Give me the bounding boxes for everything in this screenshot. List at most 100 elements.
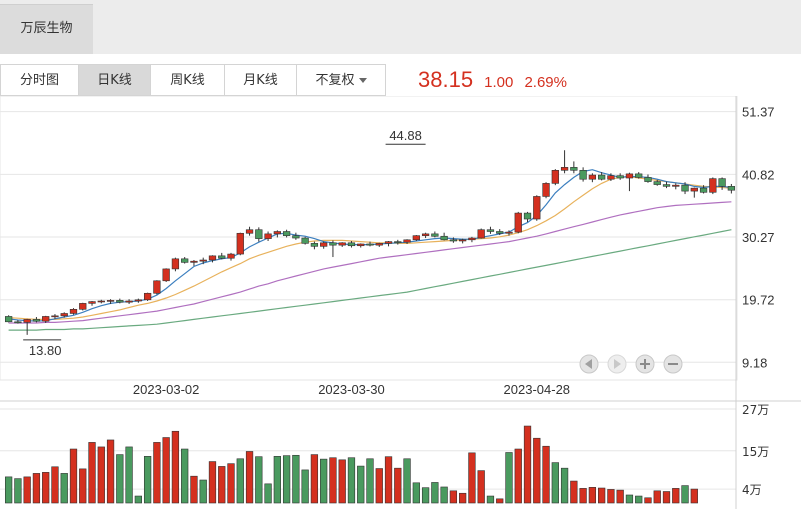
kline-chart: 51.37 40.82 30.27 19.72 9.18 27万 15万 4万 2023-03-…	[0, 96, 801, 509]
candle	[403, 239, 411, 244]
volume-bar	[477, 470, 485, 504]
volume-bar	[273, 456, 281, 504]
volume-bar	[616, 489, 624, 504]
candle	[143, 292, 152, 301]
volume-bar	[588, 487, 597, 504]
volume-bar	[190, 475, 198, 504]
volume-bar	[60, 473, 68, 504]
stock-name-tab[interactable]: 万辰生物	[0, 4, 93, 54]
volume-bar	[338, 459, 346, 504]
high-price-label: 44.88	[389, 128, 422, 143]
candle	[301, 236, 309, 245]
candle	[347, 241, 356, 248]
volume-bar	[644, 497, 652, 504]
candle	[690, 187, 698, 198]
candle	[273, 230, 281, 238]
candle	[727, 183, 736, 194]
candle	[310, 241, 319, 250]
candle	[394, 239, 402, 245]
volume-bar	[412, 482, 420, 504]
volume-bar	[653, 490, 661, 504]
candle	[199, 257, 207, 265]
date-tick-label: 2023-03-30	[318, 382, 385, 397]
candle	[533, 195, 541, 221]
volume-bar	[542, 445, 550, 504]
volume-bar	[579, 488, 587, 504]
volume-bar	[227, 463, 235, 504]
candle	[23, 318, 31, 335]
volume-bar	[570, 480, 578, 504]
volume-bar	[533, 437, 541, 504]
volume-bar	[662, 491, 671, 504]
volume-tick-label: 4万	[742, 483, 762, 497]
candle	[292, 232, 300, 240]
volume-bar	[347, 457, 356, 504]
candle	[653, 179, 661, 186]
candle	[245, 226, 254, 236]
candle	[282, 229, 291, 238]
price-tick-label: 19.72	[742, 293, 775, 308]
volume-bar	[560, 467, 569, 504]
volume-bar	[486, 495, 495, 504]
candle	[412, 235, 420, 241]
volume-bar	[292, 454, 300, 504]
scroll-right-arrow	[614, 359, 621, 369]
candle	[366, 241, 374, 247]
tab-monthly-k[interactable]: 月K线	[224, 64, 296, 96]
volume-bar	[125, 446, 133, 504]
volume-bar	[181, 448, 189, 504]
candle	[264, 231, 272, 241]
candle	[486, 226, 495, 234]
volume-bar	[431, 482, 439, 504]
volume-bar	[282, 455, 291, 504]
last-price: 38.15	[418, 67, 474, 92]
volume-bar	[143, 456, 152, 504]
candle	[625, 172, 634, 192]
volume-bar	[79, 468, 87, 504]
candle	[440, 232, 448, 241]
candle	[384, 241, 393, 247]
candle	[375, 242, 383, 247]
candle	[4, 315, 13, 323]
volume-bar	[514, 448, 522, 504]
ma60-line	[8, 229, 732, 331]
candle	[662, 181, 671, 189]
volume-bar	[690, 488, 698, 504]
volume-bar	[320, 458, 328, 504]
candle	[88, 300, 96, 306]
tab-weekly-k[interactable]: 周K线	[150, 64, 224, 96]
candle	[329, 240, 337, 258]
volume-bar	[97, 446, 105, 504]
candle	[338, 242, 346, 247]
candle	[551, 169, 559, 186]
candle	[542, 182, 550, 199]
adjust-dropdown[interactable]: 不复权	[296, 64, 386, 96]
candle	[616, 173, 624, 180]
volume-bar	[607, 489, 615, 504]
candle	[106, 299, 115, 304]
candle	[588, 173, 597, 183]
tab-daily-k[interactable]: 日K线	[78, 64, 150, 96]
volume-bar	[199, 479, 207, 504]
volume-bar	[255, 456, 263, 504]
candlesticks	[4, 150, 736, 335]
tab-intraday[interactable]: 分时图	[0, 64, 78, 96]
volume-bar	[598, 487, 606, 504]
quote: 38.15 1.00 2.69%	[418, 64, 567, 96]
volume-bar	[236, 458, 244, 504]
price-tick-label: 40.82	[742, 167, 775, 182]
volume-bar	[440, 486, 448, 504]
volume-bar	[171, 430, 180, 504]
volume-bar	[635, 495, 643, 504]
volume-bar	[394, 467, 402, 504]
candle	[255, 227, 263, 242]
volume-bar	[329, 457, 337, 504]
volume-bar	[88, 442, 96, 504]
candle	[431, 231, 439, 238]
volume-bar	[4, 476, 13, 504]
volume-bar	[357, 465, 365, 504]
moving-average-lines	[8, 169, 732, 331]
candle	[79, 302, 87, 311]
volume-bar	[421, 487, 430, 504]
candle	[709, 177, 717, 195]
